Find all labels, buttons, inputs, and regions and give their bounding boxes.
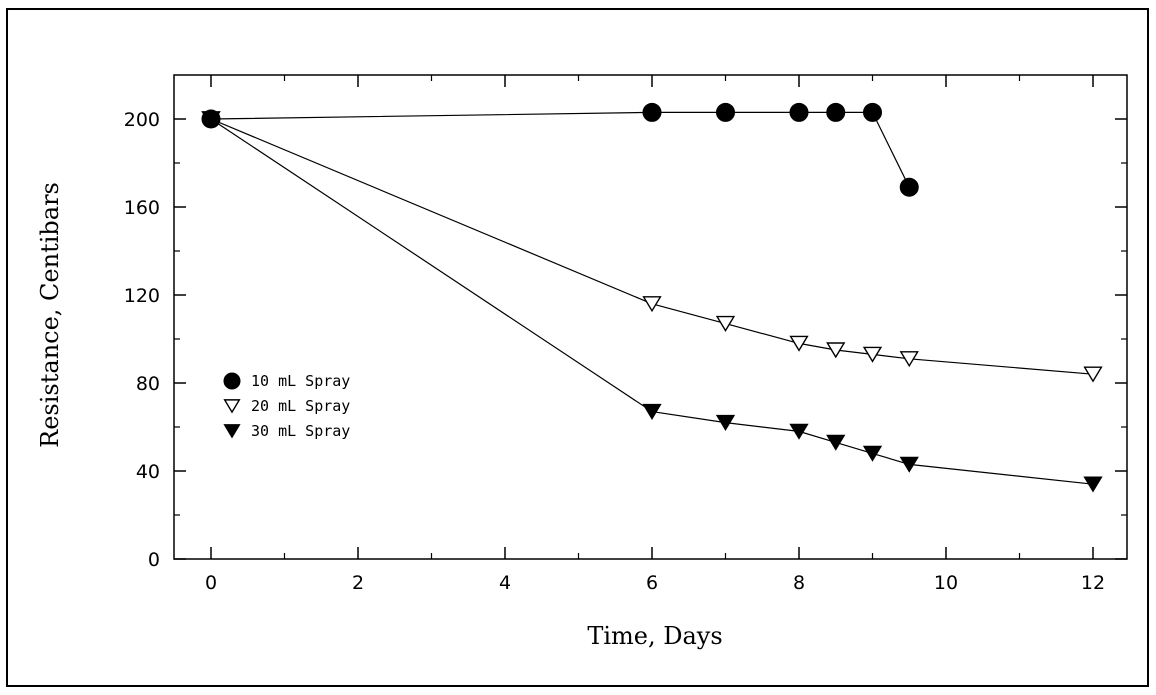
data-point-10-ml-spray xyxy=(789,102,809,122)
y-tick-label: 0 xyxy=(148,549,160,571)
y-tick-label: 200 xyxy=(124,109,160,131)
y-tick-label: 160 xyxy=(124,197,160,219)
data-point-20-ml-spray xyxy=(826,342,846,359)
data-point-10-ml-spray xyxy=(899,177,919,197)
x-tick-label: 6 xyxy=(646,572,658,594)
data-point-10-ml-spray xyxy=(863,102,882,122)
data-point-10-ml-spray xyxy=(826,102,846,122)
x-tick-label: 8 xyxy=(793,572,805,594)
x-tick-label: 0 xyxy=(205,572,217,594)
data-point-20-ml-spray xyxy=(715,315,736,332)
plot-area-border xyxy=(173,74,1128,560)
x-tick-label: 2 xyxy=(352,572,364,594)
legend-marker-20-ml-spray xyxy=(223,399,241,414)
legend-label-10-ml-spray: 10 mL Spray xyxy=(251,372,350,390)
data-point-20-ml-spray xyxy=(642,296,662,313)
chart-frame xyxy=(6,8,1149,687)
series-line-10-ml-spray xyxy=(210,111,910,188)
data-point-20-ml-spray xyxy=(1083,366,1103,383)
x-tick-label: 10 xyxy=(934,572,958,594)
series-line-20-ml-spray xyxy=(210,118,1094,375)
y-tick-label: 80 xyxy=(136,373,160,395)
data-point-20-ml-spray xyxy=(899,351,919,368)
data-point-20-ml-spray xyxy=(862,346,883,363)
legend-marker-30-ml-spray xyxy=(223,424,241,439)
axis-ticks xyxy=(174,75,1127,560)
data-point-30-ml-spray xyxy=(826,434,846,451)
legend-label-20-ml-spray: 20 mL Spray xyxy=(251,397,350,415)
data-point-10-ml-spray xyxy=(642,102,662,122)
series-line-30-ml-spray xyxy=(210,118,1094,485)
data-point-10-ml-spray xyxy=(716,102,735,122)
legend: 10 mL Spray 20 mL Spray 30 mL Spray xyxy=(223,372,350,440)
data-point-30-ml-spray xyxy=(899,456,919,473)
y-tick-label: 40 xyxy=(136,461,160,483)
data-point-30-ml-spray xyxy=(642,403,662,420)
x-tick-label: 4 xyxy=(499,572,511,594)
data-point-30-ml-spray xyxy=(201,111,221,128)
legend-label-30-ml-spray: 30 mL Spray xyxy=(251,422,350,440)
data-point-30-ml-spray xyxy=(715,414,736,431)
y-axis-title: Resistance, Centibars xyxy=(36,182,64,448)
legend-marker-10-ml-spray xyxy=(223,372,241,390)
data-point-20-ml-spray xyxy=(789,335,809,352)
x-tick-label: 12 xyxy=(1081,572,1105,594)
series-points xyxy=(201,102,1103,493)
y-tick-label: 120 xyxy=(124,285,160,307)
data-point-30-ml-spray xyxy=(862,445,883,462)
data-point-30-ml-spray xyxy=(789,423,809,440)
data-point-30-ml-spray xyxy=(1083,476,1103,493)
x-axis-title: Time, Days xyxy=(587,622,722,650)
